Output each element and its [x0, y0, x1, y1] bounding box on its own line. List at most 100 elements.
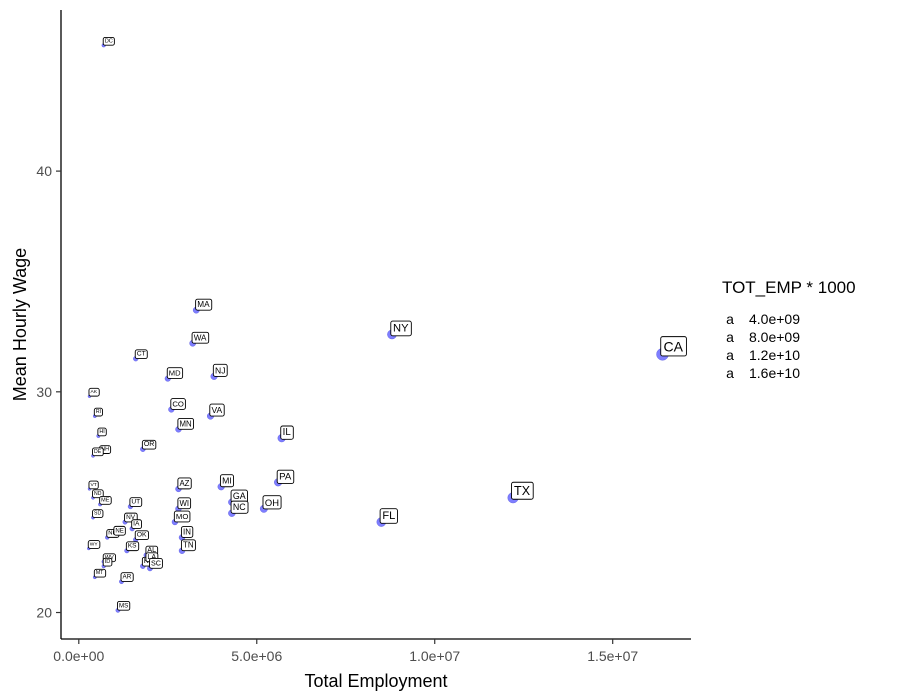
- point-label-id: ID: [102, 557, 113, 567]
- x-tick-label: 5.0e+06: [231, 648, 282, 664]
- point-label-box: [120, 572, 134, 582]
- point-label-nd: ND: [92, 489, 104, 499]
- point-label-box: [177, 477, 192, 490]
- point-label-text: MS: [119, 602, 128, 609]
- point-label-dc: DC: [102, 36, 115, 46]
- point-label-text: MI: [222, 476, 232, 486]
- point-label-box: [102, 557, 113, 567]
- point-label-box: [390, 320, 412, 337]
- point-label-box: [280, 425, 294, 440]
- point-label-de: DE: [92, 447, 104, 457]
- point-label-box: [92, 447, 104, 457]
- point-label-text: IL: [283, 427, 292, 438]
- point-label-text: WA: [194, 333, 207, 342]
- point-label-box: [88, 480, 99, 490]
- point-label-box: [660, 336, 687, 357]
- point-label-box: [276, 469, 295, 484]
- point-label-text: NC: [233, 502, 246, 512]
- point-label-text: WI: [179, 499, 189, 508]
- point-label-text: ID: [105, 559, 111, 565]
- point-label-mn: MN: [177, 417, 194, 430]
- point-label-box: [129, 497, 143, 507]
- point-label-text: CO: [172, 399, 184, 408]
- point-label-ny: NY: [390, 320, 412, 337]
- point-label-box: [212, 363, 228, 377]
- point-labels-layer: DC MA WA NY CA CT NJ MD CO MN VA IL AK RI HI NH OR DE PA AZ…: [87, 36, 687, 611]
- point-label-text: GA: [233, 491, 246, 501]
- point-label-text: MA: [197, 300, 210, 309]
- x-axis-title: Total Employment: [304, 671, 447, 691]
- legend-entry-label: 1.6e+10: [749, 365, 800, 381]
- point-label-box: [92, 509, 104, 518]
- point-label-text: IA: [133, 521, 140, 528]
- point-label-text: VA: [211, 405, 222, 415]
- point-label-wi: WI: [177, 497, 192, 510]
- y-tick-label: 30: [36, 384, 52, 400]
- point-label-text: OR: [144, 441, 154, 448]
- point-label-text: OK: [137, 532, 147, 539]
- point-label-text: RI: [96, 409, 101, 415]
- point-label-text: AZ: [179, 479, 189, 488]
- point-label-ne: NE: [113, 525, 126, 536]
- x-tick-label: 0.0e+00: [53, 648, 104, 664]
- point-label-nc: NC: [230, 500, 249, 514]
- point-label-box: [209, 403, 225, 417]
- x-ticks: 0.0e+00 5.0e+06 1.0e+07 1.5e+07: [53, 639, 638, 664]
- point-label-box: [116, 600, 131, 611]
- point-label-text: CT: [137, 351, 146, 358]
- point-label-box: [511, 481, 534, 500]
- point-label-text: MT: [96, 570, 104, 576]
- point-label-text: TN: [183, 541, 194, 550]
- point-label-text: ME: [101, 497, 110, 503]
- point-label-box: [180, 526, 194, 538]
- point-label-vt: VT: [88, 480, 99, 490]
- point-label-text: IN: [183, 527, 191, 536]
- point-label-ct: CT: [134, 349, 148, 360]
- point-label-text: FL: [382, 510, 395, 522]
- legend-key-glyph: a: [726, 347, 734, 363]
- point-label-text: MN: [179, 419, 192, 428]
- legend-title: TOT_EMP * 1000: [722, 278, 856, 297]
- point-label-tn: TN: [180, 539, 196, 552]
- point-label-text: CA: [664, 338, 684, 354]
- point-label-text: NV: [126, 514, 136, 521]
- point-label-in: IN: [180, 526, 194, 538]
- point-label-text: NE: [115, 527, 123, 534]
- point-label-box: [166, 367, 184, 379]
- point-label-pa: PA: [276, 469, 295, 484]
- point-label-box: [230, 500, 249, 514]
- point-label-text: KS: [128, 543, 137, 550]
- point-label-box: [173, 510, 191, 523]
- point-label-nj: NJ: [212, 363, 228, 377]
- point-label-box: [97, 427, 107, 437]
- point-label-text: MD: [169, 369, 181, 378]
- x-tick-label: 1.5e+07: [587, 648, 638, 664]
- point-label-box: [87, 540, 101, 549]
- point-label-sd: SD: [92, 509, 104, 518]
- point-label-text: AL: [147, 547, 156, 554]
- point-label-text: LA: [147, 554, 156, 561]
- point-label-text: NY: [393, 322, 409, 334]
- point-label-text: UT: [131, 499, 140, 506]
- point-label-mt: MT: [93, 568, 107, 578]
- point-label-box: [149, 558, 163, 569]
- point-label-ks: KS: [125, 541, 140, 552]
- point-label-box: [93, 407, 103, 417]
- y-tick-label: 40: [36, 163, 52, 179]
- point-label-box: [219, 474, 234, 488]
- point-label-va: VA: [209, 403, 225, 417]
- point-label-box: [177, 497, 192, 510]
- point-label-co: CO: [170, 398, 186, 410]
- point-label-wa: WA: [191, 331, 210, 344]
- point-label-il: IL: [280, 425, 294, 440]
- point-label-text: DC: [105, 38, 113, 44]
- point-label-text: OH: [265, 497, 279, 508]
- point-label-or: OR: [141, 439, 157, 450]
- legend: TOT_EMP * 1000 a 4.0e+09a 8.0e+09a 1.2e+10a…: [722, 278, 856, 381]
- point-label-wy: WY: [87, 540, 101, 549]
- point-label-box: [141, 439, 157, 450]
- point-label-ok: OK: [134, 530, 149, 541]
- point-label-text: ND: [94, 491, 102, 497]
- point-label-box: [102, 36, 115, 46]
